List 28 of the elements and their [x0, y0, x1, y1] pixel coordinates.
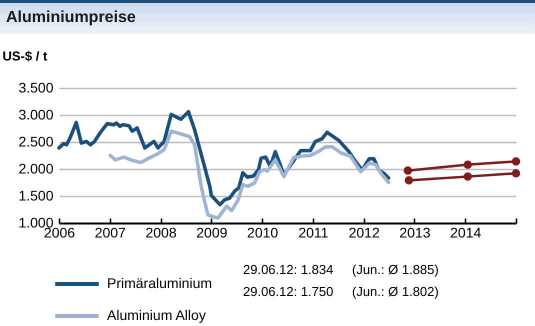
- chart-title: Aluminiumpreise: [6, 9, 136, 27]
- point: [464, 172, 472, 181]
- x-tick-label: 2011: [298, 224, 329, 240]
- x-tick-label: 2012: [348, 224, 380, 240]
- text: (Jun.: Ø 1.802): [352, 284, 439, 300]
- text: 29.06.12: 1.750: [243, 284, 334, 300]
- x-tick-label: 2008: [145, 224, 177, 240]
- x-tick-label: 2010: [247, 224, 278, 240]
- y-axis-title: US-$ / t: [2, 48, 48, 64]
- y-tick-label: 1.500: [18, 188, 54, 204]
- y-tick-label: 2.500: [18, 134, 54, 150]
- point: [404, 176, 414, 185]
- x-tick-label: 2014: [450, 224, 482, 240]
- point: [512, 169, 520, 178]
- point: [404, 166, 412, 175]
- text: (Jun.: Ø 1.885): [352, 262, 439, 278]
- x-tick-label: 2009: [196, 224, 228, 240]
- legend-label: Primäraluminium: [107, 275, 212, 291]
- y-tick-label: 3.500: [18, 80, 54, 96]
- x-tick-label: 2007: [94, 224, 126, 240]
- y-tick-label: 2.000: [18, 160, 54, 176]
- point: [512, 157, 520, 166]
- line-series: [108, 129, 390, 220]
- x-tick-label: 2013: [399, 224, 431, 240]
- legend-label: Aluminium Alloy: [107, 307, 206, 323]
- text: 29.06.12: 1.834: [243, 262, 334, 278]
- y-tick-label: 3.000: [18, 106, 54, 122]
- point: [464, 160, 472, 169]
